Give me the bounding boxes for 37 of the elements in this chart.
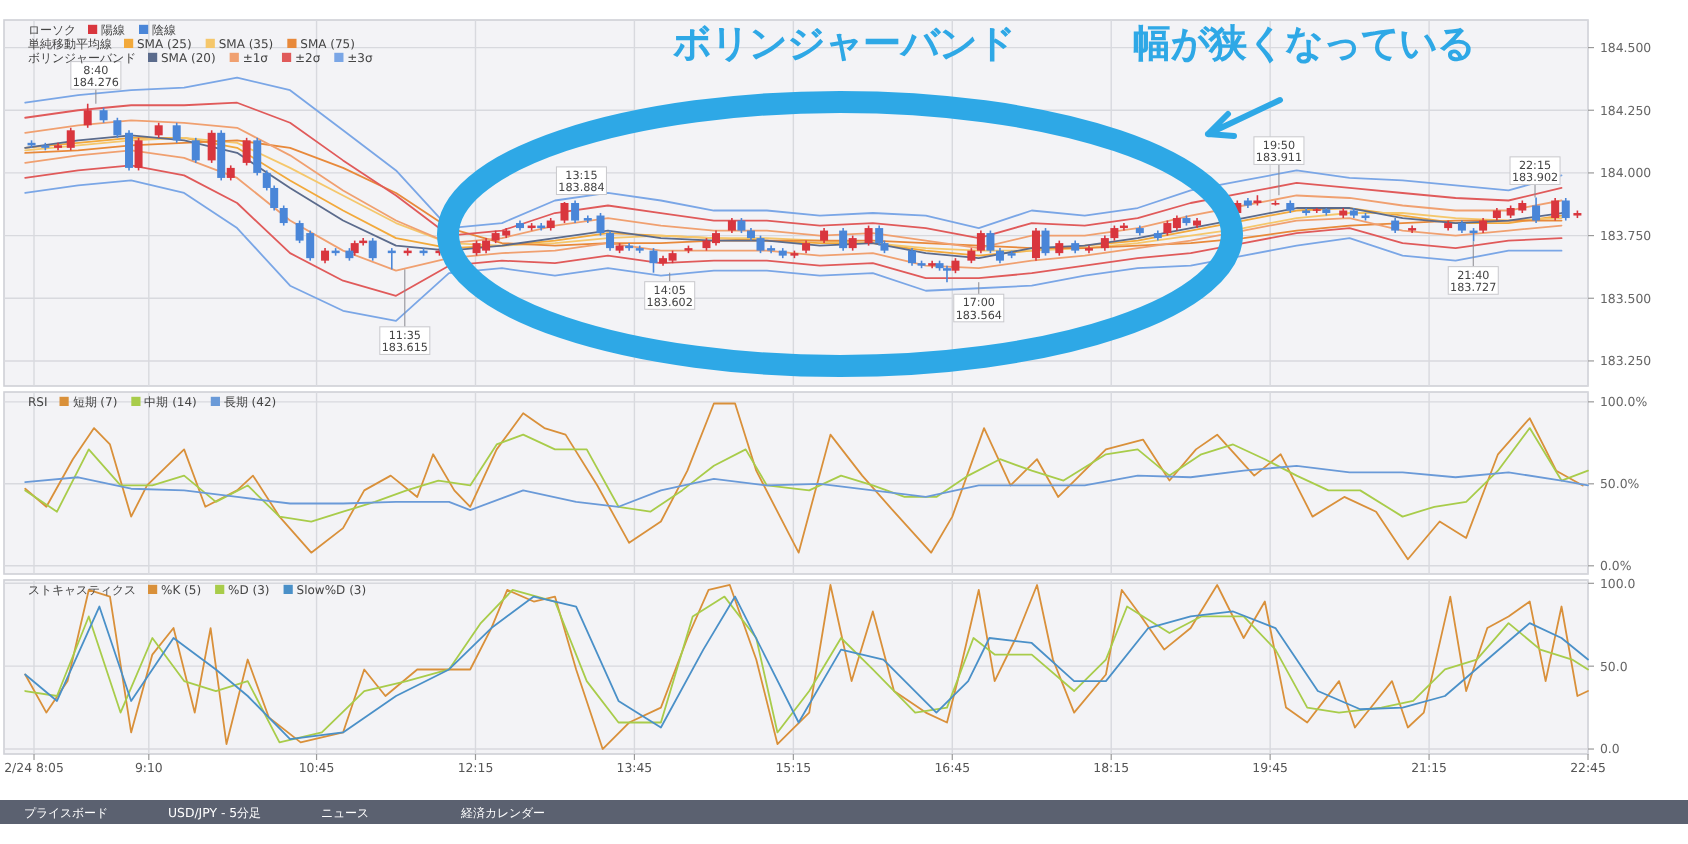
chart-subtitle: 幅が狭くなっている	[1133, 22, 1475, 66]
line-series	[24, 76, 1563, 229]
candlestick	[571, 199, 580, 224]
candlestick	[1561, 197, 1570, 222]
candlestick	[368, 237, 377, 262]
candlestick	[986, 229, 995, 254]
line-series	[24, 179, 1563, 322]
candlestick	[217, 129, 226, 182]
candlestick	[253, 137, 262, 177]
candlestick	[649, 247, 658, 274]
candlestick	[596, 212, 605, 237]
candlestick	[864, 224, 873, 247]
candlestick	[1031, 227, 1040, 262]
candlestick	[976, 229, 985, 254]
chart-title: ボリンジャーバンド	[671, 22, 1015, 66]
candlestick	[66, 126, 75, 152]
candlestick	[134, 137, 143, 172]
candlestick	[606, 229, 615, 252]
line-series	[24, 464, 1589, 511]
candlestick	[1551, 197, 1560, 222]
candlestick	[875, 224, 884, 247]
candlestick	[839, 227, 848, 252]
candlestick	[942, 264, 951, 284]
line-series	[24, 427, 1589, 523]
candlestick	[125, 129, 134, 172]
candlestick	[83, 102, 92, 129]
line-series	[24, 164, 1563, 297]
candlestick	[242, 137, 251, 167]
candlestick	[1041, 227, 1050, 257]
candlestick	[172, 121, 181, 144]
candlestick	[279, 204, 288, 227]
line-series	[24, 101, 1563, 239]
candlestick	[560, 201, 569, 224]
candlestick	[191, 137, 200, 164]
candlestick	[207, 129, 216, 164]
line-series	[24, 149, 1563, 272]
candlestick	[113, 116, 122, 139]
